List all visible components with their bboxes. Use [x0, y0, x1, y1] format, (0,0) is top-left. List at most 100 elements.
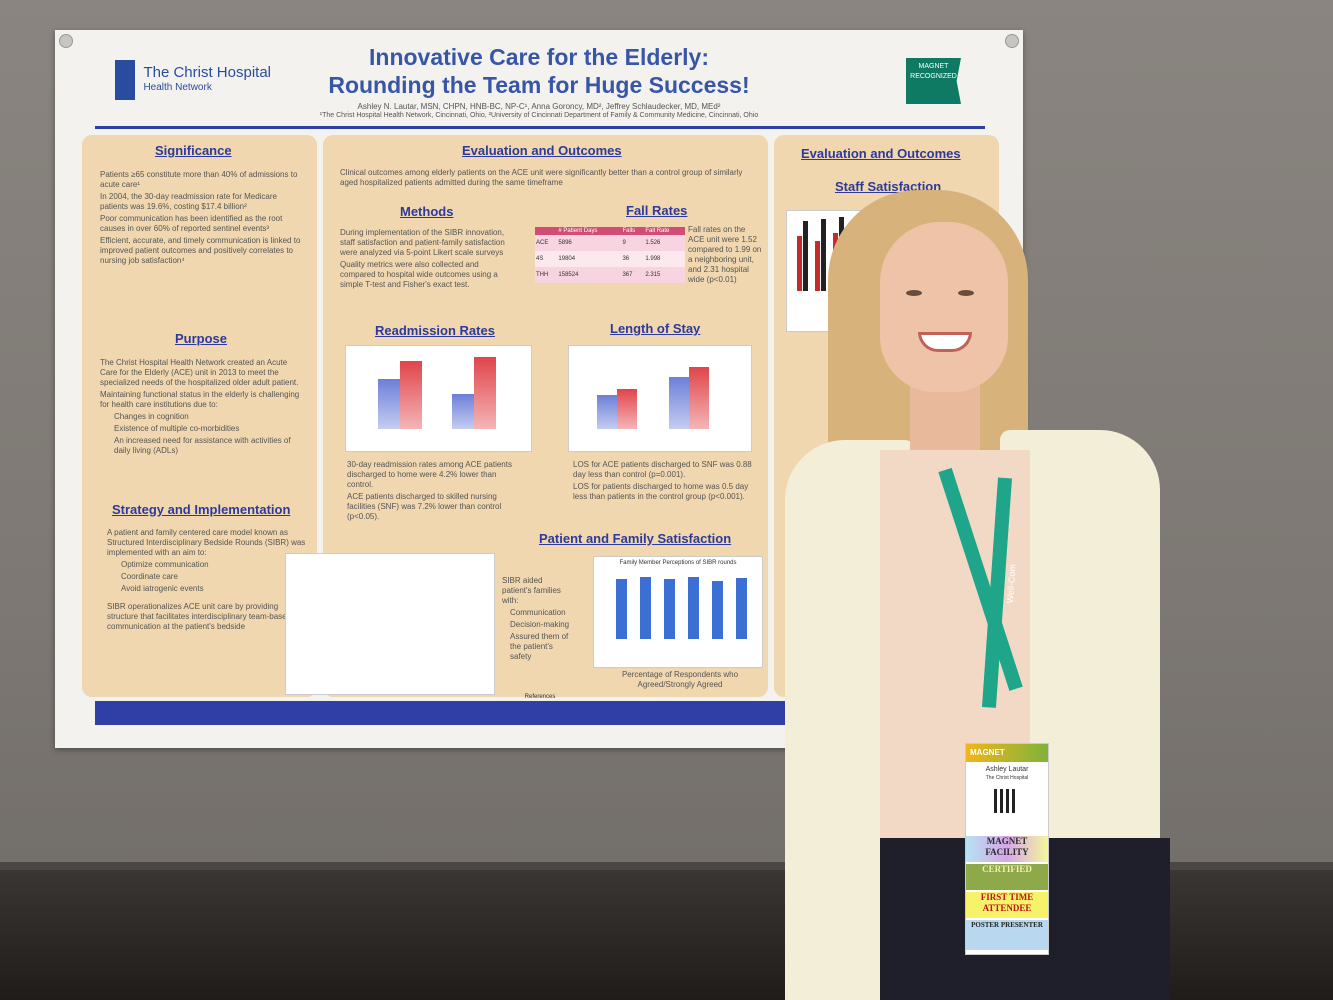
chart-bar	[640, 577, 651, 639]
list-item: Efficient, accurate, and timely communic…	[100, 236, 301, 265]
list-item: During implementation of the SIBR innova…	[340, 228, 505, 257]
chart-bar	[821, 219, 826, 291]
sibr-diagram	[285, 553, 495, 695]
strategy-list: A patient and family centered care model…	[107, 528, 307, 634]
badge-header: MAGNET	[966, 744, 1048, 762]
fall-rates-heading: Fall Rates	[626, 203, 688, 218]
ribbon-magnet-facility: MAGNET FACILITY	[966, 836, 1048, 862]
right-evaluation-heading: Evaluation and Outcomes	[801, 146, 961, 161]
chart-bar	[616, 579, 627, 639]
list-item: Assured them of the patient's safety	[510, 632, 569, 661]
ribbon-certified: CERTIFIED	[966, 864, 1048, 890]
pushpin	[59, 34, 73, 48]
pushpin	[1005, 34, 1019, 48]
chart-caption: Percentage of Respondents who Agreed/Str…	[621, 670, 739, 689]
methods-heading: Methods	[400, 204, 454, 219]
table-row: THH 158524 367 2.315	[535, 267, 685, 283]
presenter-eye	[906, 290, 922, 296]
poster-title-line2: Rounding the Team for Huge Success!	[328, 72, 750, 98]
list-item: Poor communication has been identified a…	[100, 214, 283, 233]
list-item: Maintaining functional status in the eld…	[100, 390, 300, 409]
fall-rates-table: # Patient Days Falls Fall Rate ACE 5896 …	[535, 227, 685, 283]
presenter-face	[880, 222, 1008, 392]
table-header-row: # Patient Days Falls Fall Rate	[535, 227, 685, 235]
list-item: SIBR operationalizes ACE unit care by pr…	[107, 602, 292, 631]
chart-bar	[803, 221, 808, 291]
magnet-recognized-logo: MAGNET RECOGNIZED	[906, 58, 961, 104]
strategy-heading: Strategy and Implementation	[112, 502, 291, 517]
list-item: Existence of multiple co-morbidities	[114, 424, 240, 433]
readmission-list: 30-day readmission rates among ACE patie…	[347, 460, 517, 524]
presenter-neck	[910, 380, 980, 460]
list-item: In 2004, the 30-day readmission rate for…	[100, 192, 277, 211]
ribbon-poster-presenter: POSTER PRESENTER	[966, 920, 1048, 950]
references-label: References	[524, 694, 556, 700]
list-item: Decision-making	[510, 620, 570, 629]
significance-list: Patients ≥65 constitute more than 40% of…	[100, 170, 305, 268]
list-item: LOS for patients discharged to home was …	[573, 482, 749, 501]
patient-family-list: SIBR aided patient's families with: Comm…	[502, 576, 572, 664]
list-item: Optimize communication	[121, 560, 209, 569]
table-row: ACE 5896 9 1.526	[535, 235, 685, 251]
list-item: Changes in cognition	[114, 412, 189, 421]
chart-bar	[815, 241, 820, 291]
chart-bar	[474, 357, 496, 429]
poster-authors: Ashley N. Lautar, MSN, CHPN, HNB-BC, NP-…	[357, 102, 721, 111]
list-item: An increased need for assistance with ac…	[114, 436, 291, 455]
logo-subtitle: Health Network	[143, 82, 212, 93]
chart-bar	[797, 236, 802, 291]
qr-code	[994, 789, 1018, 813]
poster-affiliations: ¹The Christ Hospital Health Network, Cin…	[319, 112, 759, 119]
list-item: A patient and family centered care model…	[107, 528, 306, 557]
chart-bar	[689, 367, 709, 429]
list-item: The Christ Hospital Health Network creat…	[100, 358, 299, 387]
chart-bar	[378, 379, 400, 429]
list-item: 30-day readmission rates among ACE patie…	[347, 460, 512, 489]
list-item: Patients ≥65 constitute more than 40% of…	[100, 170, 298, 189]
list-item: Quality metrics were also collected and …	[340, 260, 498, 289]
chart-bar	[617, 389, 637, 429]
chart-bar	[736, 578, 747, 639]
chart-bar	[452, 394, 474, 429]
chart-bar	[597, 395, 617, 429]
evaluation-heading: Evaluation and Outcomes	[462, 143, 622, 158]
conference-badge: MAGNET Ashley Lautar The Christ Hospital…	[965, 743, 1049, 955]
chart-bar	[400, 361, 422, 429]
chart-bar	[669, 377, 689, 429]
table-row: 4S 19804 36 1.998	[535, 251, 685, 267]
research-poster: The Christ Hospital Health Network MAGNE…	[55, 30, 1023, 748]
list-item: SIBR aided patient's families with:	[502, 576, 561, 605]
readmission-heading: Readmission Rates	[375, 323, 495, 338]
purpose-heading: Purpose	[175, 331, 228, 346]
list-item: Coordinate care	[121, 572, 178, 581]
badge-name: Ashley Lautar	[985, 766, 1029, 773]
ribbon-first-time-attendee: FIRST TIME ATTENDEE	[966, 892, 1048, 918]
poster-title-line1: Innovative Care for the Elderly:	[369, 44, 709, 70]
methods-list: During implementation of the SIBR innova…	[340, 228, 515, 292]
list-item: ACE patients discharged to skilled nursi…	[347, 492, 502, 521]
list-item: Communication	[510, 608, 566, 617]
badge-org: The Christ Hospital	[985, 775, 1029, 781]
hospital-logo: The Christ Hospital Health Network	[115, 60, 271, 100]
readmission-chart	[345, 345, 532, 452]
fall-rates-text: Fall rates on the ACE unit were 1.52 com…	[688, 225, 762, 284]
family-perception-chart: Family Member Perceptions of SIBR rounds	[593, 556, 763, 668]
patient-family-heading: Patient and Family Satisfaction	[539, 531, 732, 546]
purpose-list: The Christ Hospital Health Network creat…	[100, 358, 305, 458]
chart-bar	[712, 581, 723, 639]
significance-heading: Significance	[155, 143, 232, 158]
chart-bar	[688, 577, 699, 639]
logo-name: The Christ Hospital	[143, 64, 271, 81]
presenter-eye	[958, 290, 974, 296]
house-icon	[115, 60, 135, 100]
length-of-stay-list: LOS for ACE patients discharged to SNF w…	[573, 460, 753, 504]
title-divider	[95, 126, 985, 129]
chart-title: Family Member Perceptions of SIBR rounds	[619, 560, 737, 566]
length-of-stay-heading: Length of Stay	[610, 321, 701, 336]
evaluation-intro: Clinical outcomes among elderly patients…	[340, 168, 743, 187]
left-panel	[82, 135, 317, 697]
chart-bar	[664, 579, 675, 639]
list-item: Avoid iatrogenic events	[121, 584, 204, 593]
list-item: LOS for ACE patients discharged to SNF w…	[573, 460, 752, 479]
